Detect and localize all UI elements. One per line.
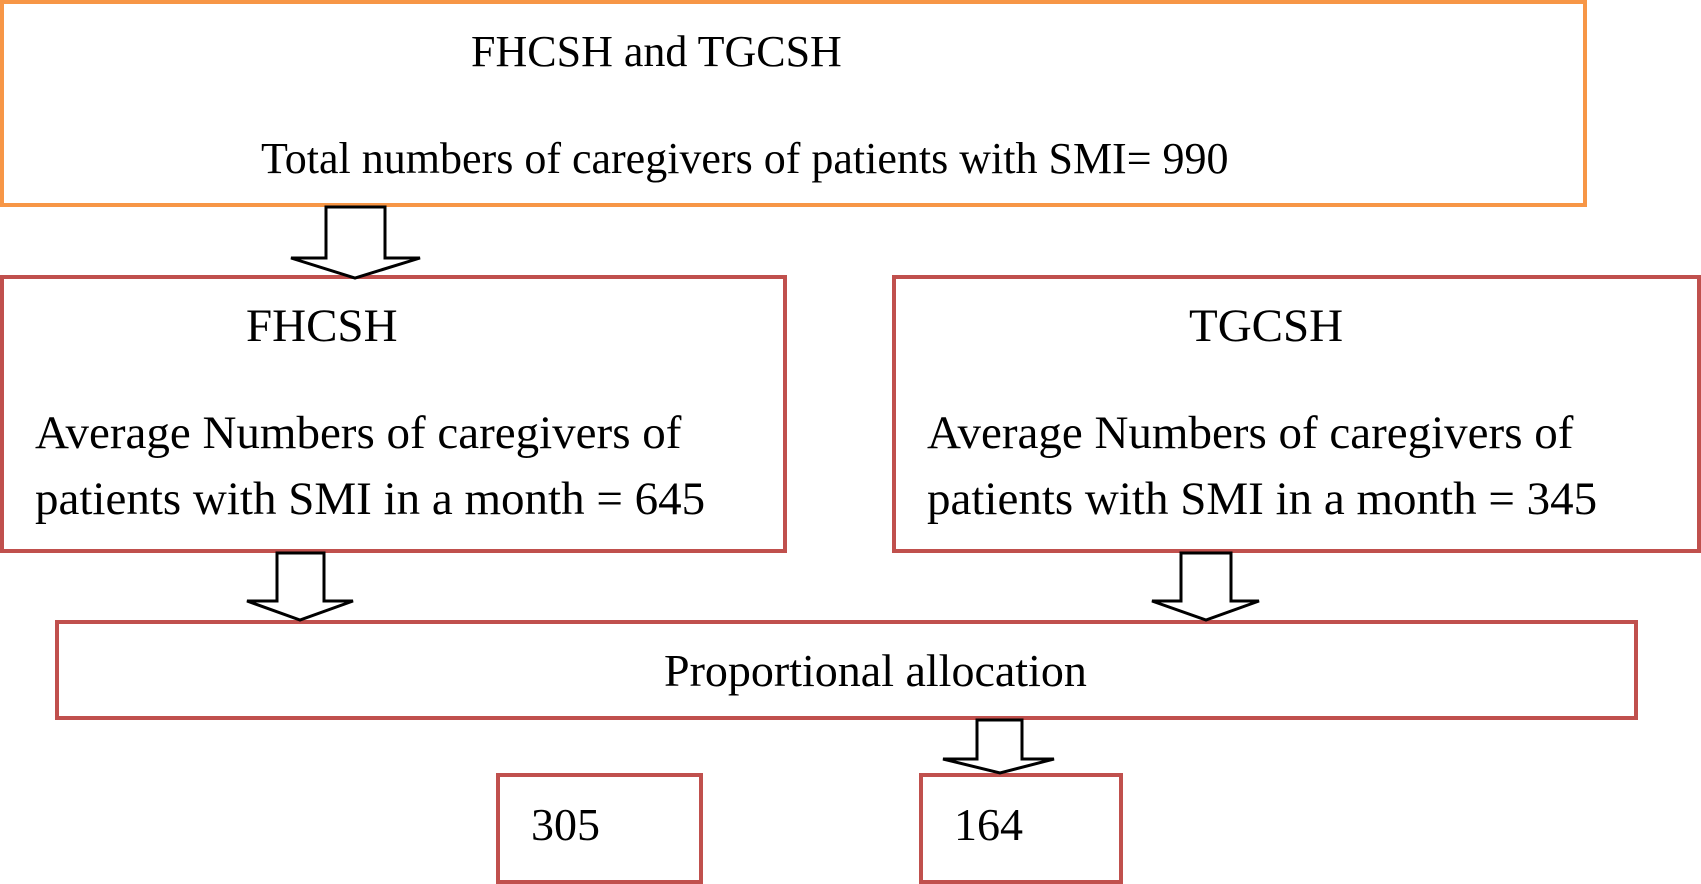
fhcsh-title: FHCSH — [246, 300, 398, 352]
fhcsh-result-box — [496, 773, 703, 884]
tgcsh-line-1: Average Numbers of caregivers of — [927, 407, 1574, 459]
top-box-subtitle: Total numbers of caregivers of patients … — [261, 134, 1229, 183]
total-caregivers-box — [0, 0, 1587, 207]
tgcsh-line-2: patients with SMI in a month = 345 — [927, 473, 1598, 525]
fhcsh-line-2: patients with SMI in a month = 645 — [35, 473, 706, 525]
fhcsh-result-value: 305 — [531, 799, 600, 850]
fhcsh-box — [0, 275, 787, 553]
tgcsh-title: TGCSH — [1189, 300, 1344, 352]
proportional-allocation-box — [55, 620, 1638, 720]
proportional-allocation-label: Proportional allocation — [664, 645, 1087, 696]
tgcsh-result-value: 164 — [954, 799, 1023, 850]
tgcsh-result-box — [919, 773, 1123, 884]
arrow-fhcsh-to-allocation-icon — [246, 551, 354, 622]
top-box-title: FHCSH and TGCSH — [471, 27, 842, 76]
arrow-top-to-fhcsh-icon — [290, 205, 421, 280]
tgcsh-box — [892, 275, 1701, 553]
fhcsh-line-1: Average Numbers of caregivers of — [35, 407, 682, 459]
arrow-tgcsh-to-allocation-icon — [1151, 551, 1260, 622]
arrow-allocation-to-results-icon — [942, 718, 1055, 775]
